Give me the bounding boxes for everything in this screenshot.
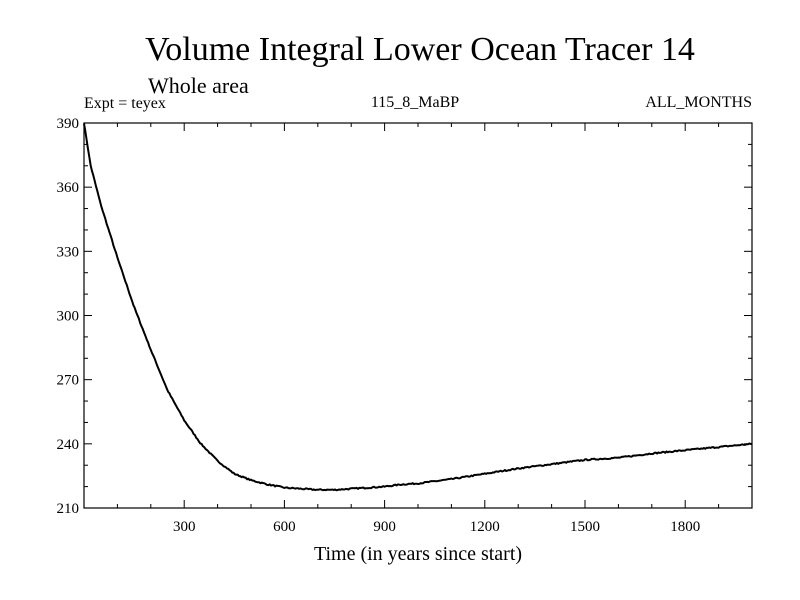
x-tick-label: 1200 [470,519,500,535]
x-tick-label: 600 [273,519,296,535]
period-label: 115_8_MaBP [371,94,459,111]
x-tick-label: 1500 [570,519,600,535]
x-tick-label: 900 [373,519,396,535]
axis-ticks [84,123,752,508]
y-tick-label: 390 [57,116,80,132]
y-tick-label: 240 [57,437,80,453]
x-tick-label: 1800 [670,519,700,535]
plot-frame [83,122,753,509]
experiment-label: Expt = teyex [84,95,166,112]
x-tick-label: 300 [173,519,196,535]
axis-tick-labels: 300 600 900 1200 1500 1800 210 240 270 300 330 360 3… [57,116,701,535]
y-tick-label: 330 [57,244,80,260]
series-layer [83,123,753,492]
y-tick-label: 270 [57,373,80,389]
x-axis-label: Time (in years since start) [314,543,522,565]
chart-subtitle: Whole area [148,73,249,98]
y-tick-label: 300 [57,309,80,325]
months-label: ALL_MONTHS [645,94,752,111]
series-line [83,123,753,492]
y-tick-label: 360 [57,180,80,196]
chart-title: Volume Integral Lower Ocean Tracer 14 [145,31,695,68]
y-tick-label: 210 [57,501,80,517]
